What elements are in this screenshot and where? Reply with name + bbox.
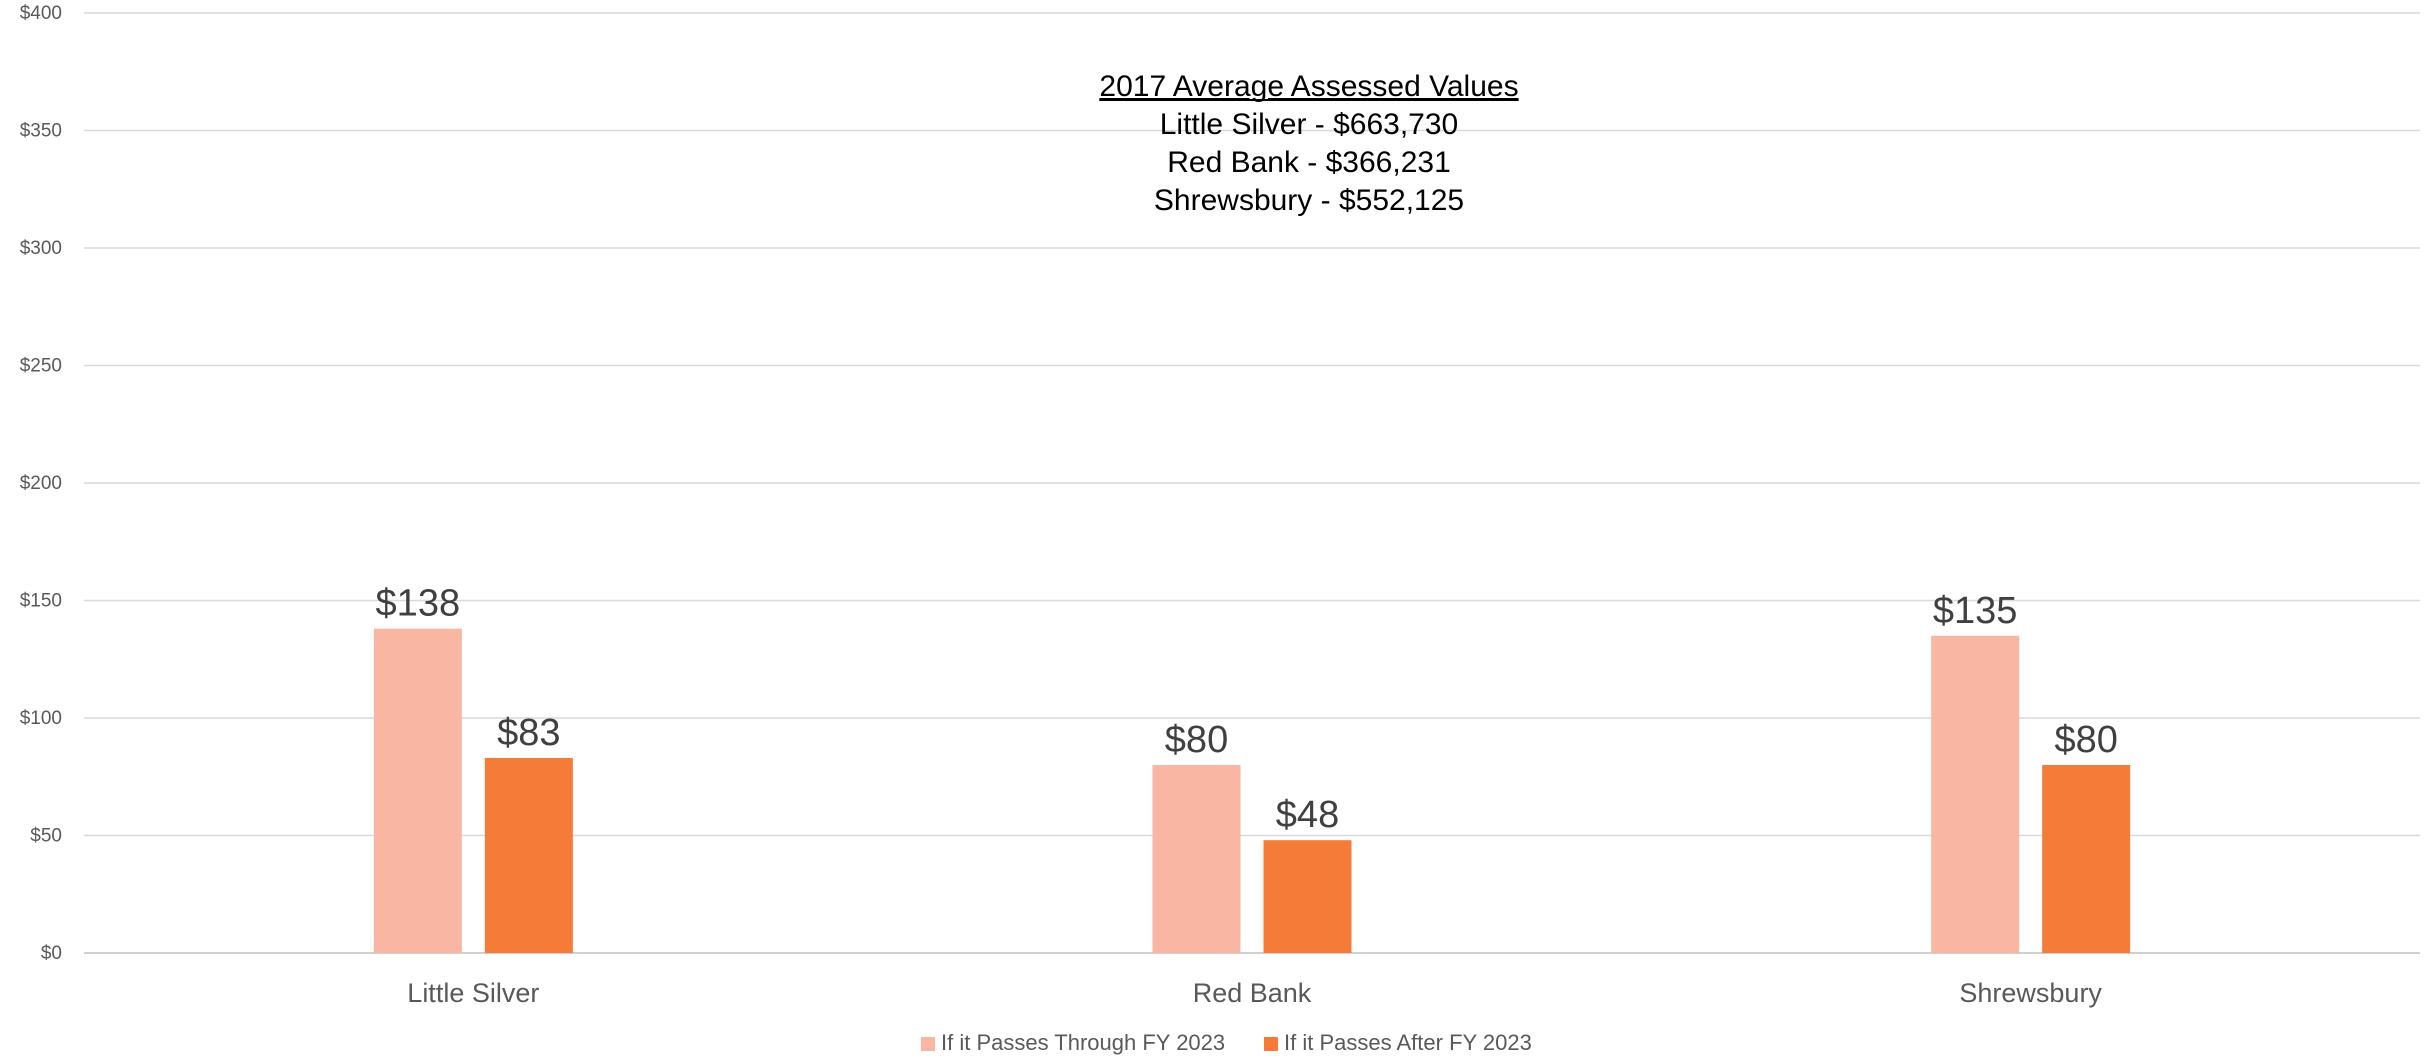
bars	[373, 628, 2131, 953]
legend: If it Passes Through FY 2023 If it Passe…	[921, 1030, 1532, 1055]
x-tick-label-little-silver: Little Silver	[407, 978, 539, 1008]
bar-red-bank-series-2	[1263, 840, 1352, 953]
data-label-little-silver-series-2: $83	[497, 712, 560, 754]
data-label-red-bank-series-2: $48	[1276, 794, 1339, 836]
x-axis-category-labels: Little Silver Red Bank Shrewsbury	[407, 978, 2102, 1008]
y-tick-label-350: $350	[20, 121, 62, 142]
annotation-line-shrewsbury: Shrewsbury - $552,125	[1154, 184, 1464, 217]
legend-label-through-fy2023: If it Passes Through FY 2023	[941, 1030, 1225, 1055]
y-tick-label-300: $300	[20, 238, 62, 259]
y-tick-label-400: $400	[20, 3, 62, 24]
data-label-shrewsbury-series-1: $135	[1933, 590, 2018, 632]
bar-red-bank-series-1	[1152, 765, 1241, 953]
data-labels: $138 $83 $80 $48 $135 $80	[376, 583, 2118, 837]
legend-swatch-through-fy2023	[921, 1037, 935, 1051]
x-tick-label-red-bank: Red Bank	[1193, 978, 1312, 1008]
y-tick-label-50: $50	[30, 826, 62, 847]
gridlines	[84, 12, 2420, 954]
bar-shrewsbury-series-2	[2042, 765, 2131, 953]
annotation-line-little-silver: Little Silver - $663,730	[1160, 108, 1459, 141]
legend-swatch-after-fy2023	[1264, 1037, 1278, 1051]
y-tick-label-150: $150	[20, 591, 62, 612]
y-tick-label-100: $100	[20, 708, 62, 729]
annotation-title: 2017 Average Assessed Values	[1099, 70, 1518, 103]
x-tick-label-shrewsbury: Shrewsbury	[1959, 978, 2102, 1008]
annotation-line-red-bank: Red Bank - $366,231	[1167, 146, 1451, 179]
legend-label-after-fy2023: If it Passes After FY 2023	[1284, 1030, 1532, 1055]
y-tick-label-250: $250	[20, 356, 62, 377]
bar-little-silver-series-2	[484, 757, 573, 953]
data-label-shrewsbury-series-2: $80	[2054, 719, 2117, 761]
bar-shrewsbury-series-1	[1931, 635, 2020, 953]
y-tick-label-200: $200	[20, 473, 62, 494]
assessed-values-annotation: 2017 Average Assessed Values Little Silv…	[1099, 70, 1519, 217]
y-axis-tick-labels: $0 $50 $100 $150 $200 $250 $300 $350 $400	[20, 3, 62, 964]
y-tick-label-0: $0	[41, 943, 62, 964]
data-label-red-bank-series-1: $80	[1165, 719, 1228, 761]
data-label-little-silver-series-1: $138	[376, 583, 461, 625]
bar-little-silver-series-1	[373, 628, 462, 953]
